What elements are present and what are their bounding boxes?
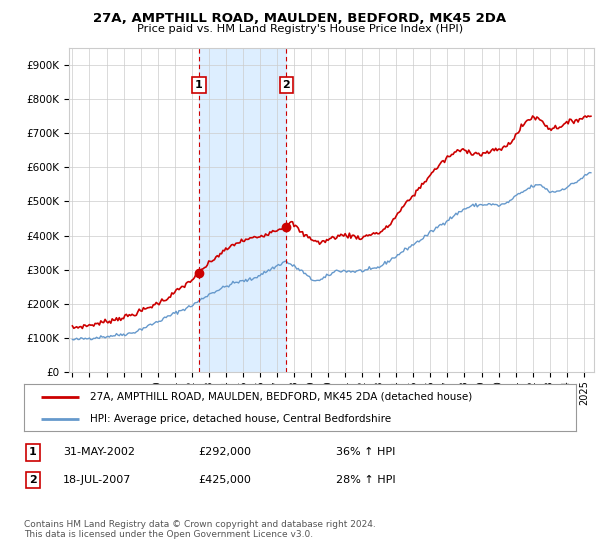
- Text: 31-MAY-2002: 31-MAY-2002: [63, 447, 135, 458]
- Text: 2: 2: [29, 475, 37, 485]
- Text: HPI: Average price, detached house, Central Bedfordshire: HPI: Average price, detached house, Cent…: [90, 414, 391, 424]
- Text: 2: 2: [282, 80, 290, 90]
- Text: 36% ↑ HPI: 36% ↑ HPI: [336, 447, 395, 458]
- Text: 18-JUL-2007: 18-JUL-2007: [63, 475, 131, 485]
- Text: 27A, AMPTHILL ROAD, MAULDEN, BEDFORD, MK45 2DA (detached house): 27A, AMPTHILL ROAD, MAULDEN, BEDFORD, MK…: [90, 392, 472, 402]
- Text: 1: 1: [195, 80, 203, 90]
- Text: Price paid vs. HM Land Registry's House Price Index (HPI): Price paid vs. HM Land Registry's House …: [137, 24, 463, 34]
- Bar: [199, 48, 286, 372]
- Text: 1: 1: [29, 447, 37, 458]
- Text: £425,000: £425,000: [198, 475, 251, 485]
- Text: Contains HM Land Registry data © Crown copyright and database right 2024.
This d: Contains HM Land Registry data © Crown c…: [24, 520, 376, 539]
- Text: 28% ↑ HPI: 28% ↑ HPI: [336, 475, 395, 485]
- Text: 27A, AMPTHILL ROAD, MAULDEN, BEDFORD, MK45 2DA: 27A, AMPTHILL ROAD, MAULDEN, BEDFORD, MK…: [94, 12, 506, 25]
- Text: £292,000: £292,000: [198, 447, 251, 458]
